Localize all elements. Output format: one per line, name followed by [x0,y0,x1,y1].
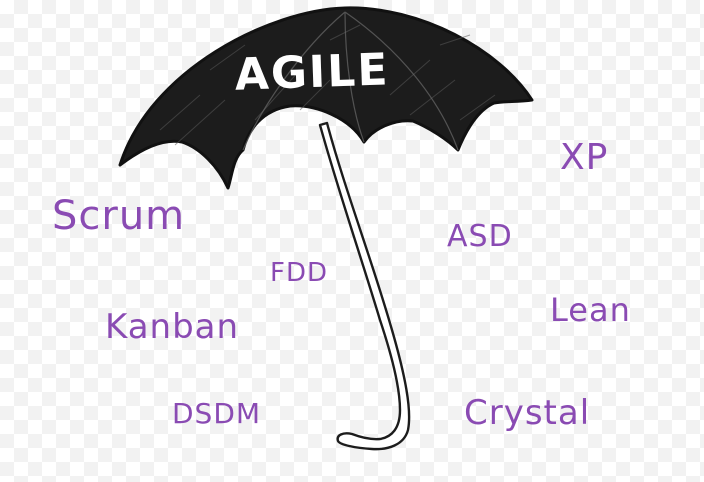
method-scrum: Scrum [52,193,186,239]
canopy-ribs [242,11,459,151]
method-dsdm: DSDM [172,397,262,430]
umbrella-label: AGILE [234,44,390,100]
method-crystal: Crystal [464,393,591,433]
method-lean: Lean [550,291,631,329]
method-asd: ASD [447,219,513,254]
umbrella-canopy [118,6,534,190]
umbrella-shaft [318,121,411,451]
method-xp: XP [560,137,609,178]
method-kanban: Kanban [105,307,240,347]
method-fdd: FDD [270,258,328,288]
